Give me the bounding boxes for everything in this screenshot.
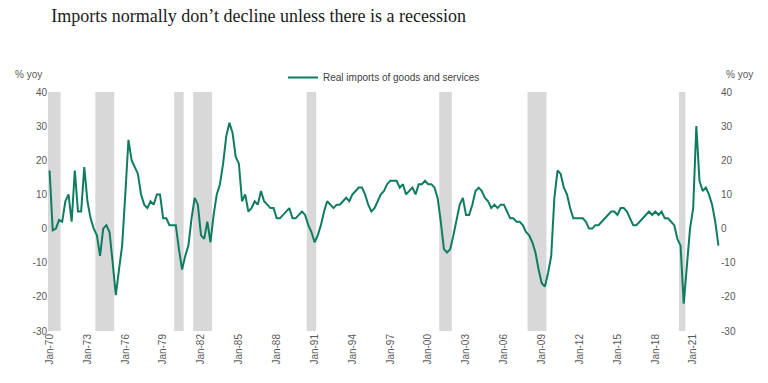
svg-text:40: 40 (721, 87, 733, 98)
svg-text:-30: -30 (33, 326, 48, 337)
svg-text:Jan-79: Jan-79 (157, 334, 168, 365)
svg-text:Jan-00: Jan-00 (422, 334, 433, 365)
svg-text:% yoy: % yoy (726, 69, 753, 80)
svg-text:20: 20 (36, 155, 48, 166)
svg-text:Jan-73: Jan-73 (82, 334, 93, 365)
svg-text:-30: -30 (721, 326, 736, 337)
svg-text:Jan-09: Jan-09 (536, 334, 547, 365)
svg-text:Jan-21: Jan-21 (687, 334, 698, 365)
svg-text:30: 30 (721, 121, 733, 132)
svg-text:Jan-88: Jan-88 (271, 334, 282, 365)
svg-text:10: 10 (721, 189, 733, 200)
svg-text:Jan-03: Jan-03 (460, 334, 471, 365)
svg-text:Jan-91: Jan-91 (309, 334, 320, 365)
svg-text:Jan-76: Jan-76 (120, 334, 131, 365)
svg-text:20: 20 (721, 155, 733, 166)
svg-text:30: 30 (36, 121, 48, 132)
svg-text:Real imports of goods and serv: Real imports of goods and services (323, 72, 479, 83)
svg-text:Jan-85: Jan-85 (233, 334, 244, 365)
svg-text:Jan-12: Jan-12 (574, 334, 585, 365)
svg-text:10: 10 (36, 189, 48, 200)
svg-text:Jan-94: Jan-94 (347, 334, 358, 365)
svg-text:Jan-97: Jan-97 (385, 334, 396, 365)
svg-text:-10: -10 (33, 257, 48, 268)
svg-text:Jan-06: Jan-06 (498, 334, 509, 365)
svg-text:Imports normally don’t decline: Imports normally don’t decline unless th… (51, 6, 466, 26)
svg-text:Jan-18: Jan-18 (650, 334, 661, 365)
svg-text:Jan-82: Jan-82 (195, 334, 206, 365)
svg-text:-20: -20 (721, 291, 736, 302)
svg-text:0: 0 (721, 223, 727, 234)
svg-text:Jan-15: Jan-15 (612, 334, 623, 365)
svg-text:-10: -10 (721, 257, 736, 268)
svg-text:% yoy: % yoy (15, 69, 42, 80)
svg-text:0: 0 (41, 223, 47, 234)
svg-text:40: 40 (36, 87, 48, 98)
svg-text:Jan-70: Jan-70 (44, 334, 55, 365)
svg-text:-20: -20 (33, 291, 48, 302)
